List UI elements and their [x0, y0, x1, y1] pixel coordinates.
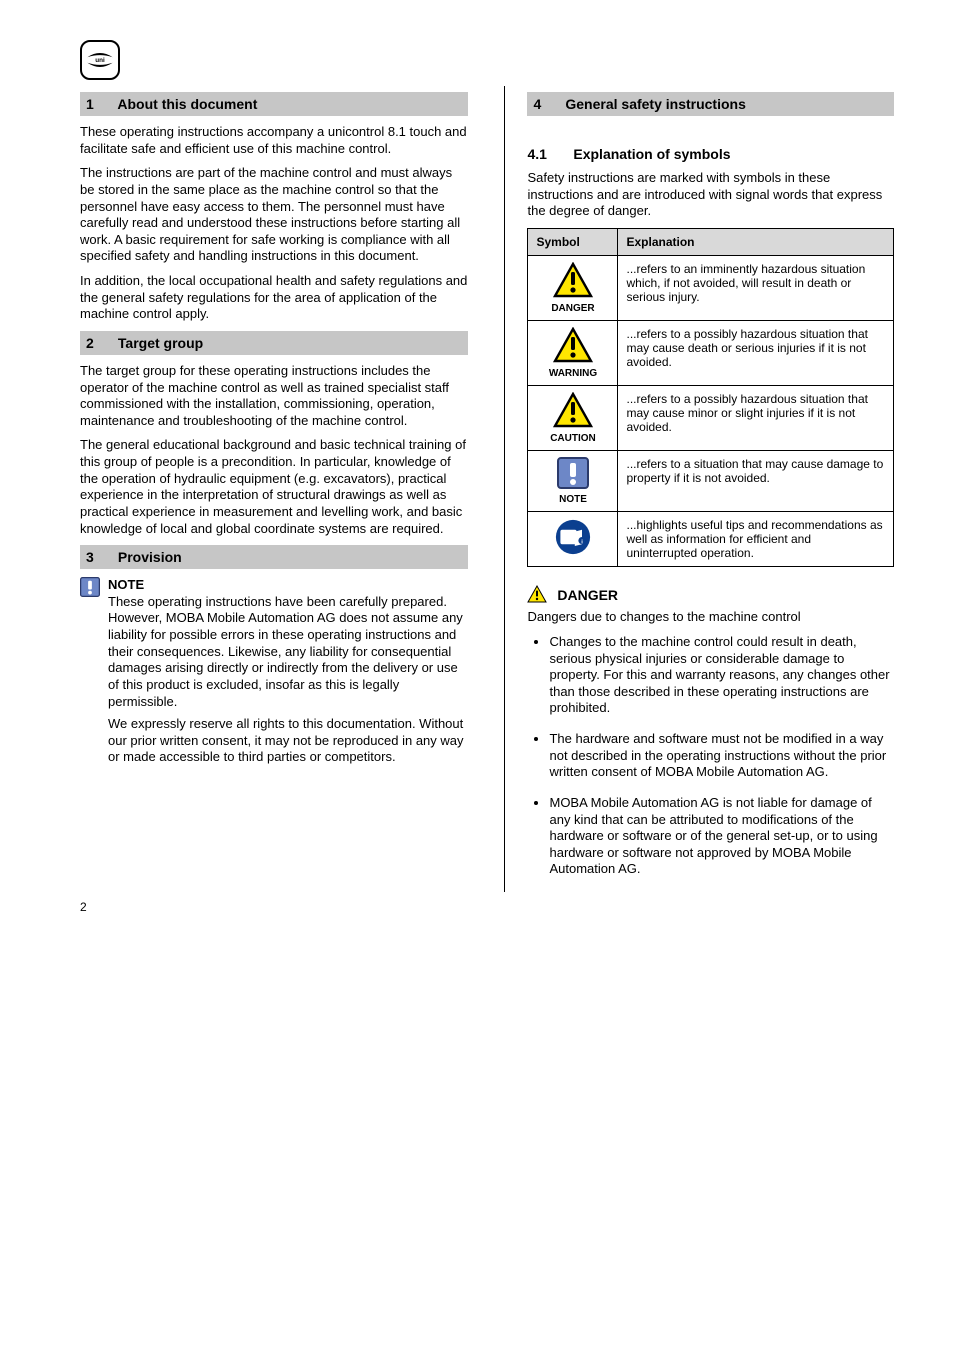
- section-2-para-2: The general educational background and b…: [80, 437, 468, 537]
- symbol-cell: i: [528, 511, 618, 566]
- symbol-table-row: i ...highlights useful tips and recommend…: [528, 511, 894, 566]
- symbol-table-h2: Explanation: [618, 228, 894, 255]
- danger-bullet-list: Changes to the machine control could res…: [527, 634, 894, 878]
- symbol-table-row: WARNING ...refers to a possibly hazardous…: [528, 320, 894, 385]
- section-4-1-heading: 4.1 Explanation of symbols: [527, 146, 894, 162]
- brand-logo: uni: [80, 40, 120, 80]
- symbol-table-row: NOTE ...refers to a situation that may ca…: [528, 450, 894, 511]
- symbol-cell: WARNING: [528, 320, 618, 385]
- warning-triangle-icon: [553, 262, 593, 301]
- symbol-table-row: CAUTION ...refers to a possibly hazardous…: [528, 385, 894, 450]
- section-4-number: 4: [533, 96, 561, 112]
- section-3-note-p2: We expressly reserve all rights to this …: [108, 716, 468, 766]
- logo-icon: uni: [86, 50, 114, 70]
- explanation-cell: ...refers to an imminently hazardous sit…: [618, 255, 894, 320]
- section-4-1-intro: Safety instructions are marked with symb…: [527, 170, 894, 220]
- section-3-title: Provision: [118, 549, 182, 565]
- explanation-cell: ...refers to a possibly hazardous situat…: [618, 385, 894, 450]
- signal-word: CAUTION: [550, 433, 596, 444]
- section-2-title: Target group: [118, 335, 203, 351]
- section-3-number: 3: [86, 549, 114, 565]
- section-2-para-1: The target group for these operating ins…: [80, 363, 468, 430]
- symbol-cell: NOTE: [528, 450, 618, 511]
- section-2-number: 2: [86, 335, 114, 351]
- section-3-heading: 3 Provision: [80, 545, 468, 569]
- section-1-para-1: These operating instructions accompany a…: [80, 124, 468, 157]
- explanation-cell: ...refers to a possibly hazardous situat…: [618, 320, 894, 385]
- danger-bullet: Changes to the machine control could res…: [549, 634, 894, 717]
- page-number: 2: [80, 900, 87, 914]
- section-1-para-2: The instructions are part of the machine…: [80, 165, 468, 265]
- danger-word: DANGER: [557, 587, 618, 603]
- section-1-para-3: In addition, the local occupational heal…: [80, 273, 468, 323]
- section-3-note: NOTE These operating instructions have b…: [80, 577, 468, 766]
- note-square-icon: [557, 457, 589, 492]
- section-2-heading: 2 Target group: [80, 331, 468, 355]
- section-3-note-text: NOTE These operating instructions have b…: [108, 577, 468, 766]
- symbol-table: Symbol Explanation DANGER ...refers to an…: [527, 228, 894, 567]
- warning-triangle-icon: [527, 585, 547, 603]
- warning-triangle-icon: [553, 327, 593, 366]
- section-4-1-title: Explanation of symbols: [573, 146, 730, 162]
- right-column: 4 General safety instructions 4.1 Explan…: [504, 86, 894, 892]
- section-3-note-label: NOTE: [108, 577, 468, 594]
- note-icon: [80, 577, 100, 597]
- section-4-heading: 4 General safety instructions: [527, 92, 894, 116]
- danger-bullet: The hardware and software must not be mo…: [549, 731, 894, 781]
- symbol-table-h1: Symbol: [528, 228, 618, 255]
- section-4-1-number: 4.1: [527, 146, 569, 162]
- left-column: 1 About this document These operating in…: [80, 86, 468, 892]
- section-1-title: About this document: [117, 96, 257, 112]
- symbol-cell: DANGER: [528, 255, 618, 320]
- symbol-table-row: DANGER ...refers to an imminently hazardo…: [528, 255, 894, 320]
- section-4-title: General safety instructions: [565, 96, 746, 112]
- danger-heading: DANGER: [527, 585, 894, 603]
- section-1-heading: 1 About this document: [80, 92, 468, 116]
- signal-word: WARNING: [549, 368, 597, 379]
- section-1-number: 1: [86, 96, 114, 112]
- section-3-note-p1: These operating instructions have been c…: [108, 594, 468, 710]
- danger-bullet: MOBA Mobile Automation AG is not liable …: [549, 795, 894, 878]
- signal-word: DANGER: [551, 303, 594, 314]
- explanation-cell: ...refers to a situation that may cause …: [618, 450, 894, 511]
- info-manual-icon: i: [555, 519, 591, 558]
- signal-word: NOTE: [559, 494, 587, 505]
- danger-subtitle: Dangers due to changes to the machine co…: [527, 609, 894, 624]
- explanation-cell: ...highlights useful tips and recommenda…: [618, 511, 894, 566]
- symbol-cell: CAUTION: [528, 385, 618, 450]
- svg-text:uni: uni: [95, 57, 105, 64]
- warning-triangle-icon: [553, 392, 593, 431]
